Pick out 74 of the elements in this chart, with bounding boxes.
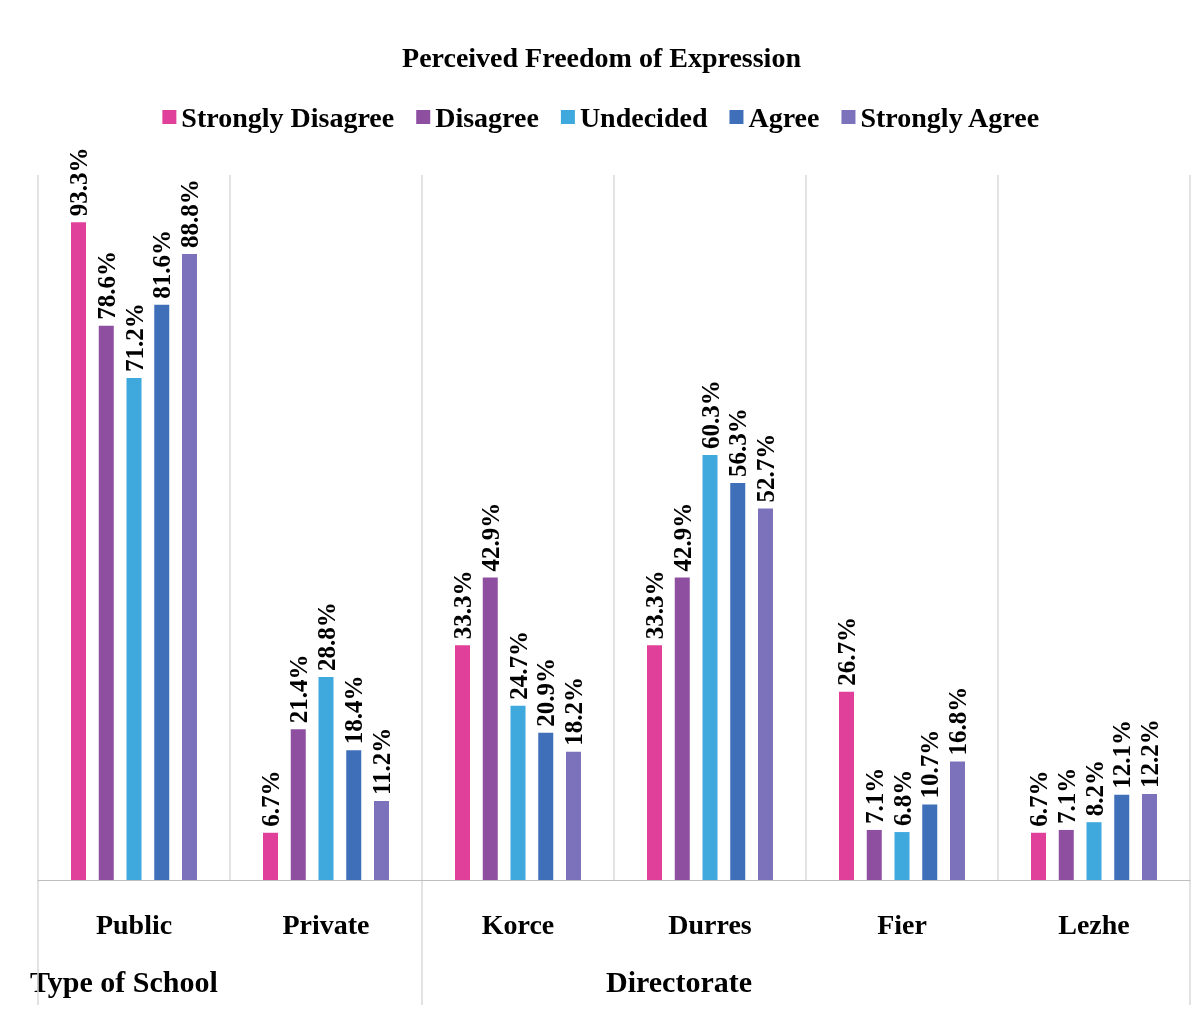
bar: [894, 832, 910, 880]
text: Directorate: [606, 964, 753, 998]
x-tick-label: Lezhe: [1058, 908, 1130, 940]
bar: [647, 645, 662, 880]
data-label: 6.7%: [257, 770, 284, 827]
bar: [374, 801, 389, 880]
bar: [1142, 793, 1157, 880]
legend-label: Agree: [748, 101, 820, 133]
data-label: 7.1%: [860, 767, 888, 824]
data-label: 93.3%: [65, 147, 92, 217]
bar: [866, 829, 882, 880]
legend-label: Strongly Agree: [860, 101, 1040, 133]
data-label: 7.1%: [1052, 767, 1080, 824]
data-label: 18.2%: [560, 676, 587, 746]
bar: [126, 378, 142, 880]
x-tick-label: Private: [282, 908, 370, 940]
chart-title: Perceived Freedom of Expression: [402, 41, 802, 73]
bar: [839, 691, 854, 880]
legend-label: Undecided: [579, 101, 708, 133]
data-label: 12.2%: [1136, 719, 1163, 788]
legend-label: Strongly Disagree: [181, 101, 395, 133]
data-label: 18.4%: [340, 675, 368, 745]
data-label: 88.8%: [176, 179, 203, 248]
bar: [71, 222, 86, 880]
bar: [154, 304, 170, 880]
bar: [702, 454, 718, 880]
bar: [182, 253, 197, 880]
x-tick-label: Korce: [481, 908, 555, 940]
data-label: 20.9%: [532, 657, 560, 727]
data-label: 33.3%: [449, 570, 476, 640]
bar: [922, 804, 938, 880]
data-label: 33.3%: [641, 570, 668, 640]
data-label: 78.6%: [92, 251, 120, 320]
data-label: 26.7%: [833, 617, 860, 686]
x-tick-label: Durres: [668, 908, 752, 940]
data-label: 6.7%: [1025, 770, 1052, 827]
data-label: 42.9%: [668, 502, 696, 572]
bar: [455, 645, 470, 880]
bar: [290, 729, 306, 880]
bar: [263, 832, 278, 880]
data-label: 81.6%: [148, 229, 176, 299]
bar: [318, 676, 334, 880]
bar: [1058, 829, 1074, 880]
bar: [950, 761, 965, 880]
data-label: 28.8%: [312, 602, 340, 671]
bar: [346, 750, 362, 880]
data-label: 42.9%: [476, 502, 504, 572]
bar: [1086, 822, 1102, 880]
bar: [730, 483, 746, 880]
x-tick-label: Fier: [877, 908, 927, 940]
bar: [1114, 794, 1130, 880]
data-label: 21.4%: [284, 654, 312, 724]
data-label: 8.2%: [1080, 759, 1108, 817]
data-label: 52.7%: [752, 433, 779, 503]
data-label: 24.7%: [504, 631, 532, 700]
bar: [510, 705, 526, 880]
data-label: 71.2%: [120, 303, 148, 373]
bar: [566, 751, 581, 880]
bar: [674, 577, 690, 880]
bar: [758, 508, 773, 880]
bar: [98, 325, 114, 880]
x-tick-label: Public: [95, 908, 173, 940]
bar: [482, 577, 498, 880]
bar: [538, 732, 554, 880]
text: Type of School: [30, 964, 218, 998]
data-label: 16.8%: [944, 686, 971, 756]
data-label: 6.8%: [888, 769, 916, 827]
data-label: 10.7%: [916, 729, 944, 799]
data-label: 60.3%: [696, 380, 724, 449]
legend-label: Disagree: [435, 101, 539, 133]
data-label: 56.3%: [724, 408, 752, 478]
data-label: 12.1%: [1108, 719, 1136, 789]
bar: [1031, 832, 1046, 880]
data-label: 11.2%: [368, 727, 395, 796]
